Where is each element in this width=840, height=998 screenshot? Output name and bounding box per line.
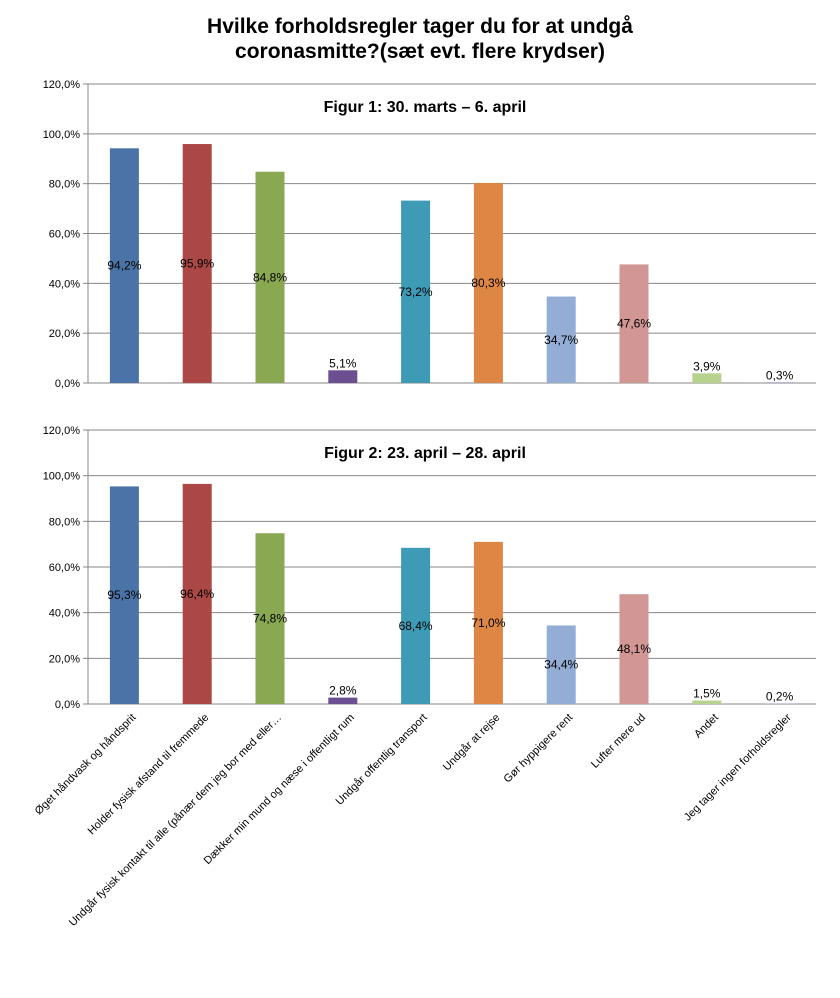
data-label: 34,4% — [544, 658, 578, 672]
data-label: 0,2% — [766, 690, 794, 704]
data-label: 96,4% — [180, 587, 214, 601]
data-label: 68,4% — [399, 619, 433, 633]
bar — [546, 625, 576, 704]
data-label: 84,8% — [253, 270, 287, 284]
y-tick-label: 80,0% — [49, 516, 80, 528]
category-label: Andet — [692, 712, 721, 741]
bar — [765, 382, 795, 383]
y-tick-label: 80,0% — [49, 179, 80, 191]
bar — [255, 533, 285, 704]
y-tick-label: 40,0% — [49, 608, 80, 620]
y-tick-label: 40,0% — [49, 278, 80, 290]
bar — [401, 200, 431, 383]
data-label: 47,6% — [617, 317, 651, 331]
category-label: Dækker min mund og næse i offentligt rum — [202, 712, 357, 867]
bar — [473, 541, 503, 704]
bar — [182, 483, 212, 704]
data-label: 1,5% — [693, 687, 721, 701]
y-tick-label: 100,0% — [43, 129, 81, 141]
bar — [692, 700, 722, 704]
data-label: 48,1% — [617, 642, 651, 656]
y-tick-label: 0,0% — [55, 378, 80, 390]
data-label: 3,9% — [693, 359, 721, 373]
chart-title-line-1: Hvilke forholdsregler tager du for at un… — [207, 15, 633, 38]
data-label: 74,8% — [253, 612, 287, 626]
y-tick-label: 100,0% — [43, 471, 81, 483]
bar — [328, 697, 358, 704]
bar — [473, 182, 503, 383]
bar — [109, 148, 139, 383]
data-label: 94,2% — [107, 259, 141, 273]
category-label: Undgår at rejse — [441, 712, 503, 774]
data-label: 34,7% — [544, 333, 578, 347]
y-tick-label: 20,0% — [49, 328, 80, 340]
panel-title: Figur 2: 23. april – 28. april — [324, 445, 526, 462]
data-label: 0,3% — [766, 368, 794, 382]
bar — [619, 264, 649, 383]
category-label: Lufter mere ud — [589, 712, 648, 771]
data-label: 95,9% — [180, 257, 214, 271]
chart-title: Hvilke forholdsregler tager du for at un… — [0, 14, 840, 64]
y-tick-label: 20,0% — [49, 653, 80, 665]
category-label: Holder fysisk afstand til fremmede — [86, 712, 212, 838]
bar — [619, 594, 649, 704]
bar — [692, 373, 722, 383]
data-label: 2,8% — [329, 684, 357, 698]
category-label: Gør hyppigere rent — [502, 712, 576, 786]
panel-title: Figur 1: 30. marts – 6. april — [324, 99, 527, 116]
bar — [182, 144, 212, 383]
bar — [401, 547, 431, 704]
y-tick-label: 120,0% — [43, 425, 81, 437]
y-tick-label: 60,0% — [49, 562, 80, 574]
chart-panel-1: 0,0% 20,0% 40,0% 60,0% 80,0% 100,0% 120,0% Figu… — [43, 79, 816, 390]
y-tick-label: 60,0% — [49, 229, 80, 241]
data-label: 95,3% — [107, 588, 141, 602]
data-label: 5,1% — [329, 356, 357, 370]
chart-panel-2: 0,0% 20,0% 40,0% 60,0% 80,0% 100,0% 120,0% Figu… — [33, 425, 816, 929]
bar — [109, 486, 139, 704]
bar — [546, 296, 576, 383]
y-tick-label: 120,0% — [43, 79, 81, 91]
data-label: 71,0% — [471, 616, 505, 630]
data-label: 80,3% — [471, 276, 505, 290]
y-tick-label: 0,0% — [55, 699, 80, 711]
bar — [255, 171, 285, 383]
chart-title-line-2: coronasmitte?(sæt evt. flere krydser) — [235, 40, 605, 63]
bar — [328, 370, 358, 383]
data-label: 73,2% — [399, 285, 433, 299]
